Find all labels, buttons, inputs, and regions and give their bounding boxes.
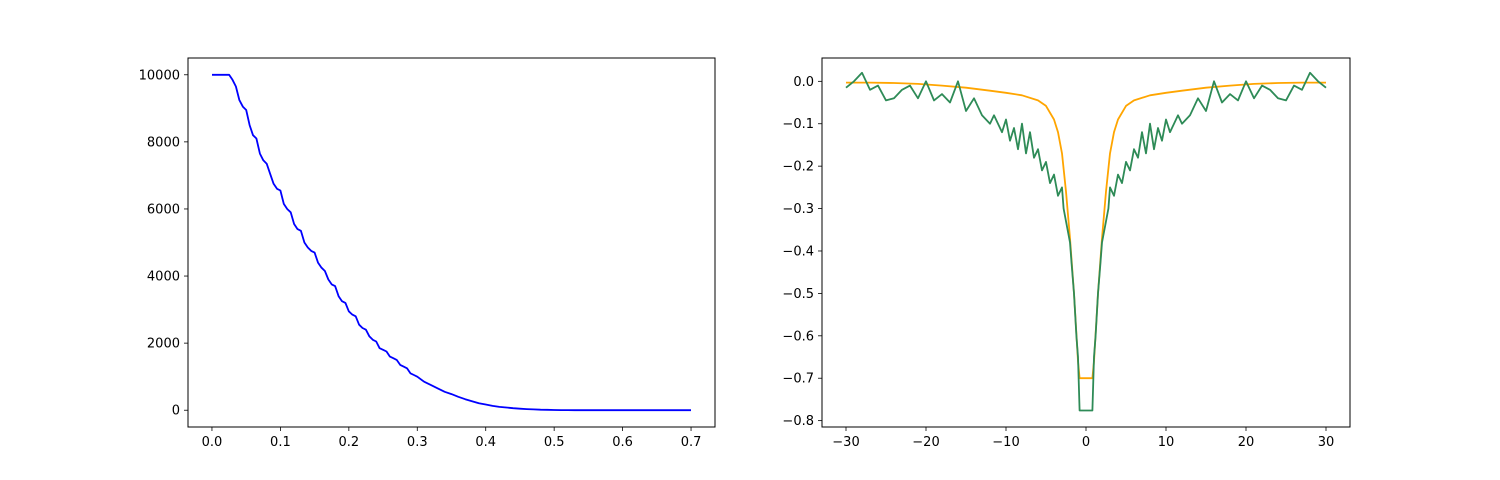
y-tick-label: −0.4 bbox=[782, 244, 814, 259]
x-tick-label: 0.5 bbox=[544, 435, 565, 450]
x-tick-label: 0.2 bbox=[338, 435, 359, 450]
series-line-0 bbox=[212, 73, 691, 412]
x-tick-label: 0.0 bbox=[202, 435, 223, 450]
x-tick-label: 0.4 bbox=[475, 435, 496, 450]
series-line-1 bbox=[845, 71, 1327, 412]
y-tick-label: 0 bbox=[172, 404, 180, 419]
y-tick-label: 2000 bbox=[147, 337, 180, 352]
x-tick-label: 0.3 bbox=[407, 435, 428, 450]
x-tick-label: −20 bbox=[912, 435, 939, 450]
right-chart: −30 −20 −10 0 10 20 30 0.0 −0.1 −0.2 −0.3 −0.4 −0.5 −… bbox=[782, 57, 1351, 450]
y-tick-label: −0.1 bbox=[782, 117, 814, 132]
y-tick-label: 6000 bbox=[147, 202, 180, 217]
x-tick-label: 0 bbox=[1082, 435, 1090, 450]
y-tick-label: −0.8 bbox=[782, 414, 814, 429]
y-tick-label: 0.0 bbox=[793, 75, 814, 90]
y-tick-label: −0.3 bbox=[782, 202, 814, 217]
y-tick-label: 8000 bbox=[147, 135, 180, 150]
x-tick-label: −30 bbox=[832, 435, 859, 450]
x-tick-label: 10 bbox=[1158, 435, 1175, 450]
plot-frame bbox=[821, 57, 1351, 428]
x-tick-label: 0.6 bbox=[612, 435, 633, 450]
x-tick-label: 20 bbox=[1238, 435, 1255, 450]
y-tick-label: −0.5 bbox=[782, 287, 814, 302]
y-tick-label: 10000 bbox=[139, 68, 180, 83]
x-tick-label: −10 bbox=[992, 435, 1019, 450]
plot-frame bbox=[187, 57, 716, 428]
y-tick-label: −0.2 bbox=[782, 160, 814, 175]
left-chart: 0.0 0.1 0.2 0.3 0.4 0.5 0.6 0.7 0 2000 4000 6000 800… bbox=[139, 57, 716, 450]
y-tick-label: −0.7 bbox=[782, 372, 814, 387]
x-tick-label: 0.7 bbox=[681, 435, 702, 450]
x-tick-label: 30 bbox=[1318, 435, 1335, 450]
y-tick-label: −0.6 bbox=[782, 329, 814, 344]
series-line-0 bbox=[846, 81, 1326, 380]
x-tick-label: 0.1 bbox=[270, 435, 291, 450]
y-tick-label: 4000 bbox=[147, 270, 180, 285]
